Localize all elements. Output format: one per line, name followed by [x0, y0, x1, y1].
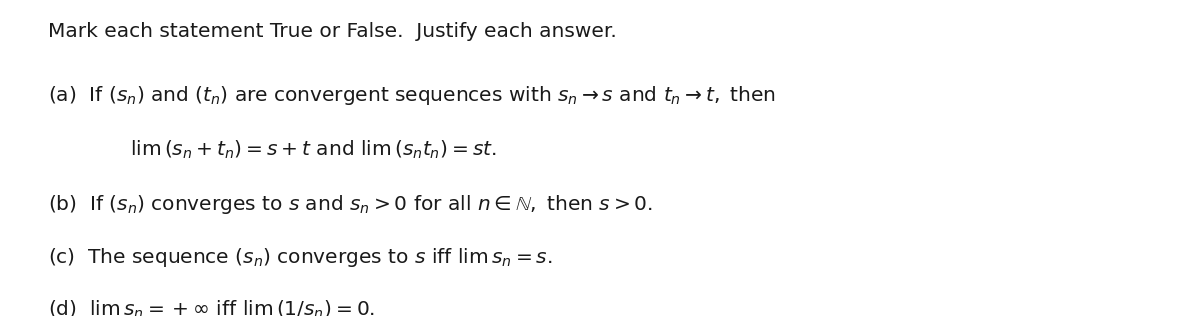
Text: $\lim\,(s_n + t_n) = s + t$ and $\lim\,(s_n t_n) = st.$: $\lim\,(s_n + t_n) = s + t$ and $\lim\,(… [130, 139, 497, 161]
Text: (c)  The sequence $(s_n)$ converges to $s$ iff $\lim\, s_n = s.$: (c) The sequence $(s_n)$ converges to $s… [48, 246, 553, 270]
Text: (b)  If $(s_n)$ converges to $s$ and $s_n > 0$ for all $n \in \mathbb{N},$ then : (b) If $(s_n)$ converges to $s$ and $s_n… [48, 193, 653, 216]
Text: (d)  $\lim\, s_n = +\infty$ iff $\lim\,(1/s_n) = 0.$: (d) $\lim\, s_n = +\infty$ iff $\lim\,(1… [48, 299, 376, 316]
Text: Mark each statement True or False.  Justify each answer.: Mark each statement True or False. Justi… [48, 22, 617, 41]
Text: (a)  If $(s_n)$ and $(t_n)$ are convergent sequences with $s_n \rightarrow s$ an: (a) If $(s_n)$ and $(t_n)$ are convergen… [48, 84, 776, 107]
